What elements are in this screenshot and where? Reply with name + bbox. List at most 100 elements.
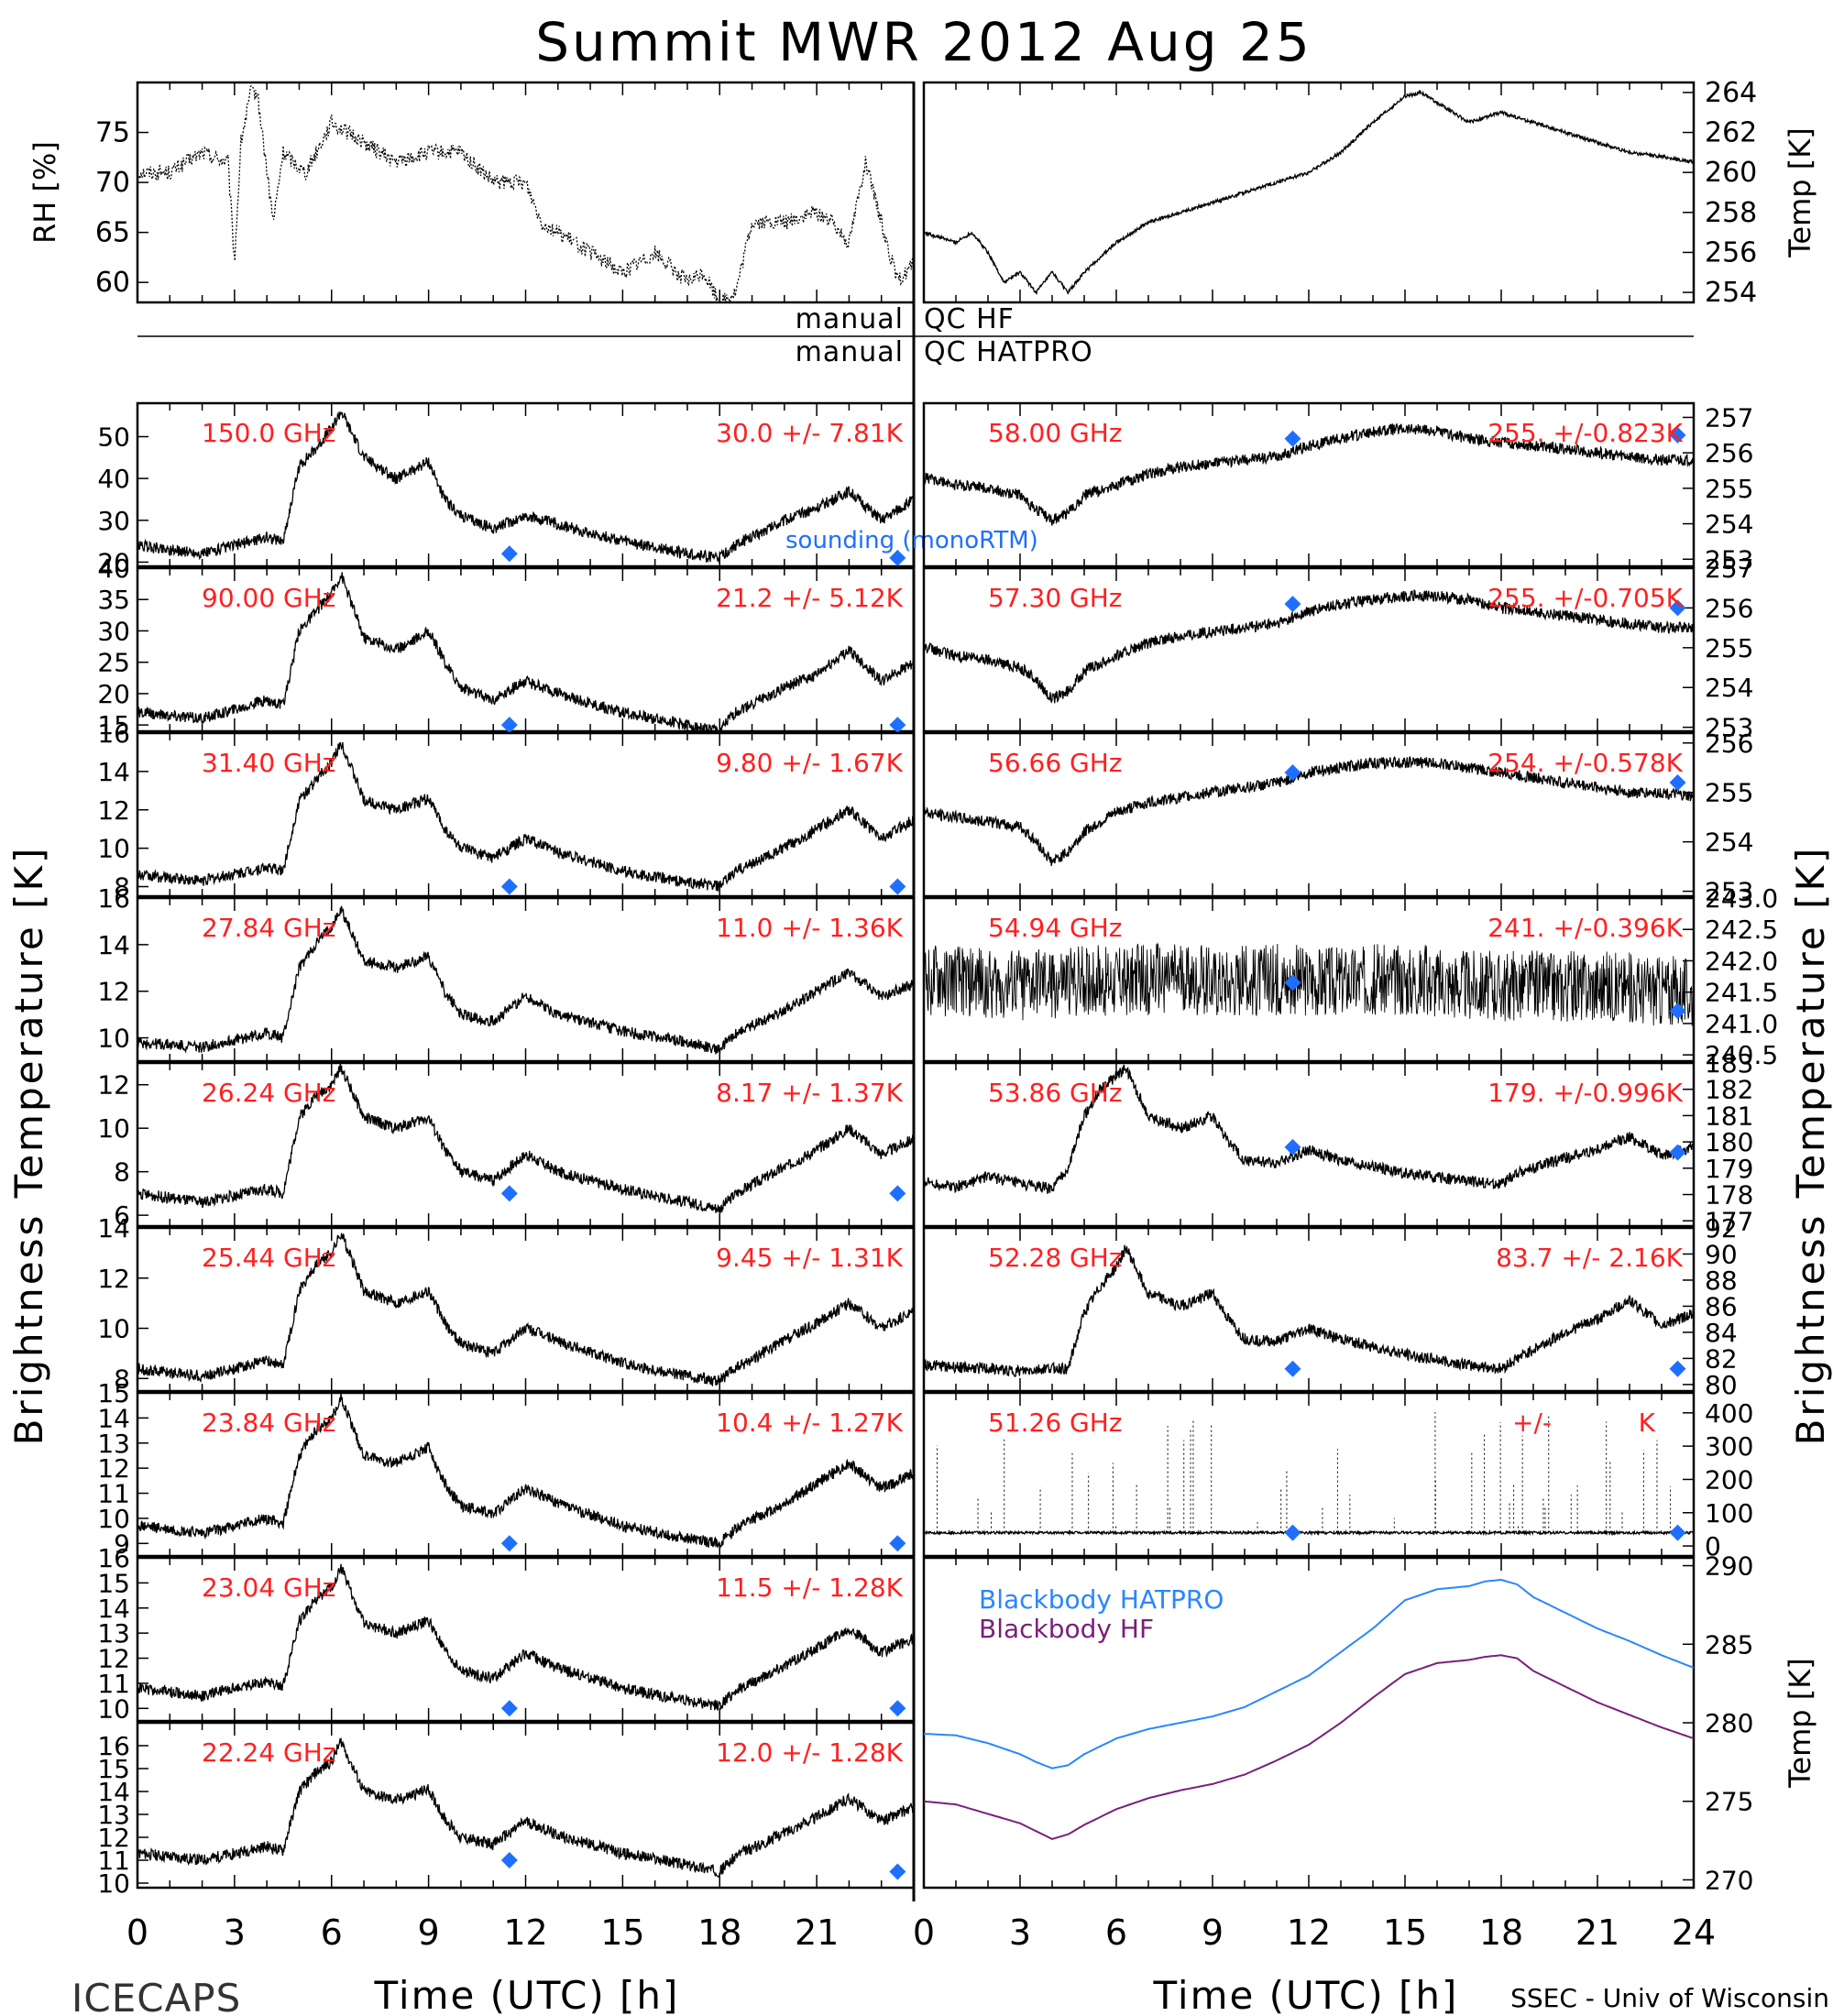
sounding-legend: sounding (monoRTM)	[785, 527, 1038, 554]
panel-ylabel: RH [%]	[27, 141, 62, 244]
y-tick-label: 270	[1705, 1865, 1753, 1895]
y-tick-label: 14	[97, 1777, 130, 1807]
series-line	[924, 1244, 1694, 1377]
y-tick-label: 15	[97, 1568, 130, 1598]
y-tick-label: 242.5	[1705, 915, 1778, 945]
y-tick-label: 88	[1705, 1265, 1738, 1296]
y-tick-label: 12	[97, 1264, 130, 1294]
y-tick-label: 40	[97, 464, 130, 494]
series-line	[924, 89, 1694, 296]
y-tick-label: 178	[1705, 1180, 1753, 1211]
right-xlabel: Time (UTC) [h]	[1153, 1973, 1459, 2016]
right-ylabel: Brightness Temperature [K]	[1788, 846, 1833, 1446]
series-line	[137, 1737, 914, 1878]
panel-temp: 254 256 258 260 262 264 Temp [K]	[922, 77, 1817, 309]
panel-ch27: 10 12 14 16 27.84 GHz 11.0 +/- 1.36K	[97, 883, 916, 1063]
sounding-marker	[1669, 426, 1686, 444]
y-tick-label: 285	[1705, 1629, 1753, 1660]
channel-frequency: 56.66 GHz	[988, 748, 1123, 778]
y-tick-label: 300	[1705, 1431, 1753, 1462]
x-tick-label: 0	[913, 1912, 935, 1953]
y-tick-label: 16	[97, 883, 130, 914]
channel-frequency: 54.94 GHz	[988, 913, 1123, 943]
channel-stat: 12.0 +/- 1.28K	[716, 1737, 903, 1768]
y-tick-label: 12	[97, 1070, 130, 1101]
y-tick-label: 14	[97, 1213, 130, 1244]
panel-ch31: 8 10 12 14 16 31.40 GHz 9.80 +/- 1.67K	[97, 718, 916, 903]
panel-ch57_3: 253 254 255 256 257 57.30 GHz 255. +/-0.705K	[922, 553, 1753, 743]
y-tick-label: 30	[97, 616, 130, 646]
channel-frequency: 58.00 GHz	[988, 418, 1123, 448]
sounding-marker	[889, 1535, 906, 1552]
y-tick-label: 254	[1705, 277, 1757, 309]
y-tick-label: 65	[95, 217, 130, 249]
plot-area	[924, 942, 1694, 1026]
qc-hf-left: manual	[796, 303, 904, 335]
left-xlabel: Time (UTC) [h]	[374, 1973, 680, 2016]
x-tick-label: 6	[1105, 1912, 1127, 1953]
plot-area	[924, 1244, 1694, 1377]
channel-frequency: 31.40 GHz	[202, 748, 336, 778]
y-tick-label: 183	[1705, 1048, 1753, 1079]
y-tick-label: 8	[114, 1157, 130, 1188]
plot-area	[924, 588, 1694, 704]
y-tick-label: 14	[97, 757, 130, 787]
y-tick-label: 20	[97, 679, 130, 709]
x-tick-label: 9	[1202, 1912, 1224, 1953]
y-tick-label: 179	[1705, 1154, 1753, 1184]
channel-frequency: 23.04 GHz	[202, 1572, 336, 1603]
y-tick-label: 11	[97, 1846, 130, 1876]
panel-blackbody: 270 275 280 285 290 Temp [K] Blackbody HATPROB…	[913, 1551, 1817, 1953]
series-line	[924, 422, 1694, 526]
y-tick-label: 14	[97, 930, 130, 960]
y-tick-label: 16	[97, 1731, 130, 1761]
sounding-marker	[889, 1185, 906, 1202]
sounding-marker	[1284, 1360, 1301, 1377]
plot-area	[924, 422, 1694, 526]
y-tick-label: 260	[1705, 157, 1757, 189]
sounding-marker	[889, 1863, 906, 1880]
channel-frequency: 52.28 GHz	[988, 1243, 1123, 1273]
plot-area	[137, 411, 914, 564]
y-tick-label: 6	[114, 1200, 130, 1231]
plot-area	[137, 1233, 914, 1387]
y-tick-label: 242.0	[1705, 946, 1778, 976]
y-tick-label: 254	[1705, 827, 1753, 858]
x-tick-label: 3	[224, 1912, 246, 1953]
y-tick-label: 182	[1705, 1075, 1753, 1105]
left-ylabel: Brightness Temperature [K]	[6, 846, 51, 1446]
y-tick-label: 13	[97, 1429, 130, 1459]
footer-right: SSEC - Univ of Wisconsin	[1510, 1983, 1829, 2013]
sounding-marker	[1284, 430, 1301, 447]
legend-blackbody-hf: Blackbody HF	[979, 1614, 1154, 1644]
x-tick-label: 3	[1009, 1912, 1031, 1953]
channel-frequency: 51.26 GHz	[988, 1408, 1123, 1438]
y-tick-label: 20	[97, 547, 130, 577]
y-tick-label: 8	[114, 1364, 130, 1394]
y-tick-label: 12	[97, 977, 130, 1007]
legend-blackbody-hatpro: Blackbody HATPRO	[979, 1584, 1224, 1615]
sounding-marker	[500, 878, 518, 895]
panel-ylabel: Temp [K]	[1783, 127, 1817, 257]
footer-left: ICECAPS	[71, 1976, 241, 2016]
y-tick-label: 256	[1705, 729, 1753, 759]
y-tick-label: 25	[97, 648, 130, 678]
channel-stat: 241. +/-0.396K	[1487, 913, 1683, 943]
y-tick-label: 280	[1705, 1708, 1753, 1738]
plot-area	[924, 755, 1694, 866]
y-tick-label: 253	[1705, 713, 1753, 743]
y-tick-label: 13	[97, 1800, 130, 1830]
sounding-marker	[500, 717, 518, 734]
y-tick-label: 256	[1705, 236, 1757, 268]
y-tick-label: 255	[1705, 474, 1753, 504]
y-tick-label: 82	[1705, 1343, 1738, 1374]
channel-stat: 10.4 +/- 1.27K	[716, 1408, 903, 1438]
y-tick-label: 10	[97, 834, 130, 864]
series-line	[137, 84, 914, 302]
channel-stat: 83.7 +/- 2.16K	[1496, 1243, 1683, 1273]
